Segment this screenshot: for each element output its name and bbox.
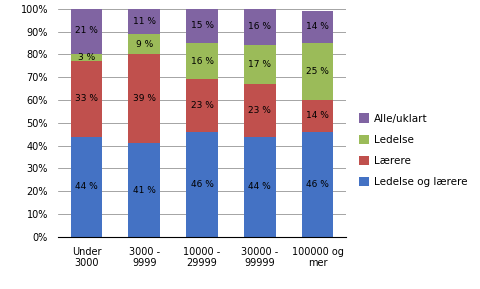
- Bar: [128, 34, 160, 54]
- Bar: [186, 132, 217, 237]
- Text: 17 %: 17 %: [248, 60, 271, 69]
- Bar: [243, 45, 275, 84]
- Bar: [128, 54, 160, 143]
- Bar: [243, 84, 275, 136]
- Bar: [71, 61, 102, 136]
- Legend: Alle/uklart, Ledelse, Lærere, Ledelse og lærere: Alle/uklart, Ledelse, Lærere, Ledelse og…: [354, 109, 471, 191]
- Bar: [186, 43, 217, 79]
- Bar: [128, 9, 160, 34]
- Text: 33 %: 33 %: [75, 94, 98, 103]
- Bar: [243, 9, 275, 45]
- Bar: [186, 9, 217, 43]
- Bar: [71, 136, 102, 237]
- Bar: [301, 11, 333, 43]
- Text: 23 %: 23 %: [190, 101, 213, 110]
- Text: 3 %: 3 %: [78, 53, 95, 62]
- Text: 21 %: 21 %: [75, 26, 98, 35]
- Bar: [71, 54, 102, 61]
- Text: 16 %: 16 %: [190, 57, 213, 66]
- Text: 14 %: 14 %: [305, 23, 328, 32]
- Text: 9 %: 9 %: [135, 40, 153, 49]
- Bar: [186, 79, 217, 132]
- Bar: [301, 132, 333, 237]
- Text: 46 %: 46 %: [190, 180, 213, 189]
- Bar: [301, 43, 333, 100]
- Text: 44 %: 44 %: [75, 182, 98, 191]
- Text: 25 %: 25 %: [305, 67, 328, 76]
- Text: 14 %: 14 %: [305, 112, 328, 121]
- Text: 23 %: 23 %: [248, 106, 271, 115]
- Bar: [243, 136, 275, 237]
- Text: 44 %: 44 %: [248, 182, 271, 191]
- Bar: [301, 100, 333, 132]
- Text: 41 %: 41 %: [132, 186, 156, 195]
- Bar: [71, 6, 102, 54]
- Text: 39 %: 39 %: [132, 94, 156, 103]
- Text: 46 %: 46 %: [305, 180, 328, 189]
- Text: 11 %: 11 %: [132, 17, 156, 26]
- Text: 16 %: 16 %: [248, 23, 271, 32]
- Bar: [128, 143, 160, 237]
- Text: 15 %: 15 %: [190, 21, 213, 30]
